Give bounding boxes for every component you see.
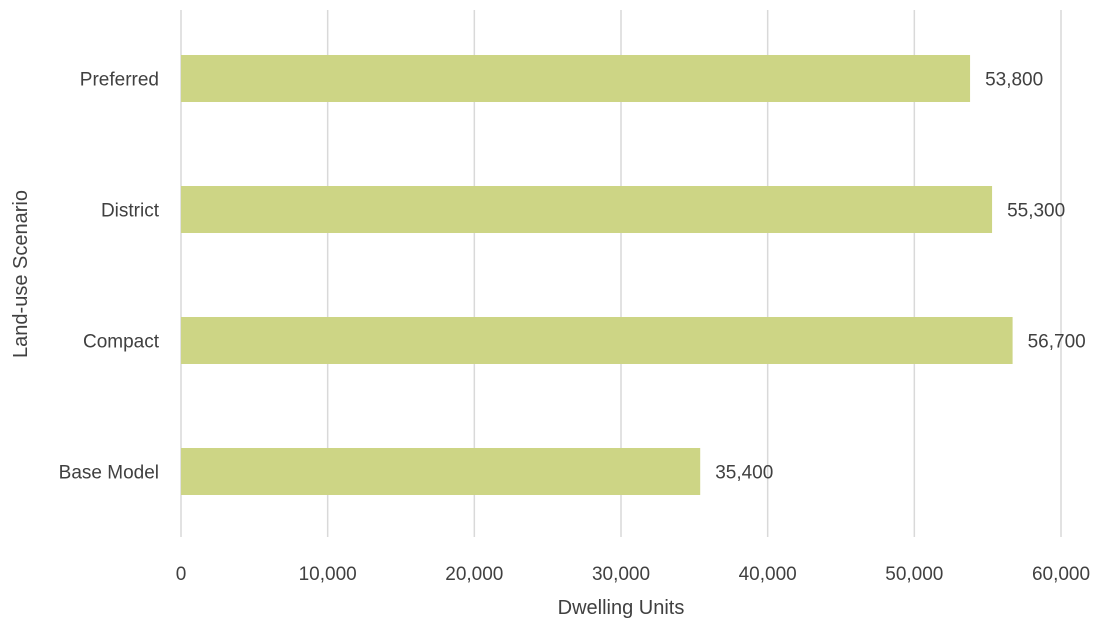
category-labels: Base Model Compact District Preferred bbox=[59, 70, 160, 484]
category-label: Compact bbox=[83, 332, 160, 353]
x-tick-label: 60,000 bbox=[1032, 564, 1090, 585]
bar bbox=[181, 448, 701, 495]
category-label: Base Model bbox=[59, 463, 159, 484]
x-tick-label: 20,000 bbox=[445, 564, 503, 585]
x-tick-label: 30,000 bbox=[592, 564, 650, 585]
category-label: Preferred bbox=[80, 70, 159, 91]
bar bbox=[181, 55, 971, 102]
data-label: 55,300 bbox=[1007, 201, 1065, 222]
x-tick-label: 0 bbox=[176, 564, 187, 585]
y-axis-title: Land-use Scenario bbox=[10, 190, 32, 358]
x-tick-label: 10,000 bbox=[299, 564, 357, 585]
data-label: 35,400 bbox=[715, 463, 773, 484]
data-labels: 35,400 56,700 55,300 53,800 bbox=[715, 70, 1086, 484]
bar bbox=[181, 186, 993, 233]
bar bbox=[181, 317, 1013, 364]
bars bbox=[181, 55, 1013, 495]
category-label: District bbox=[101, 201, 160, 222]
data-label: 56,700 bbox=[1028, 332, 1086, 353]
x-tick-labels: 0 10,000 20,000 30,000 40,000 50,000 60,000 bbox=[176, 564, 1090, 585]
x-tick-label: 50,000 bbox=[885, 564, 943, 585]
data-label: 53,800 bbox=[985, 70, 1043, 91]
x-tick-label: 40,000 bbox=[739, 564, 797, 585]
x-axis-title: Dwelling Units bbox=[558, 597, 685, 619]
